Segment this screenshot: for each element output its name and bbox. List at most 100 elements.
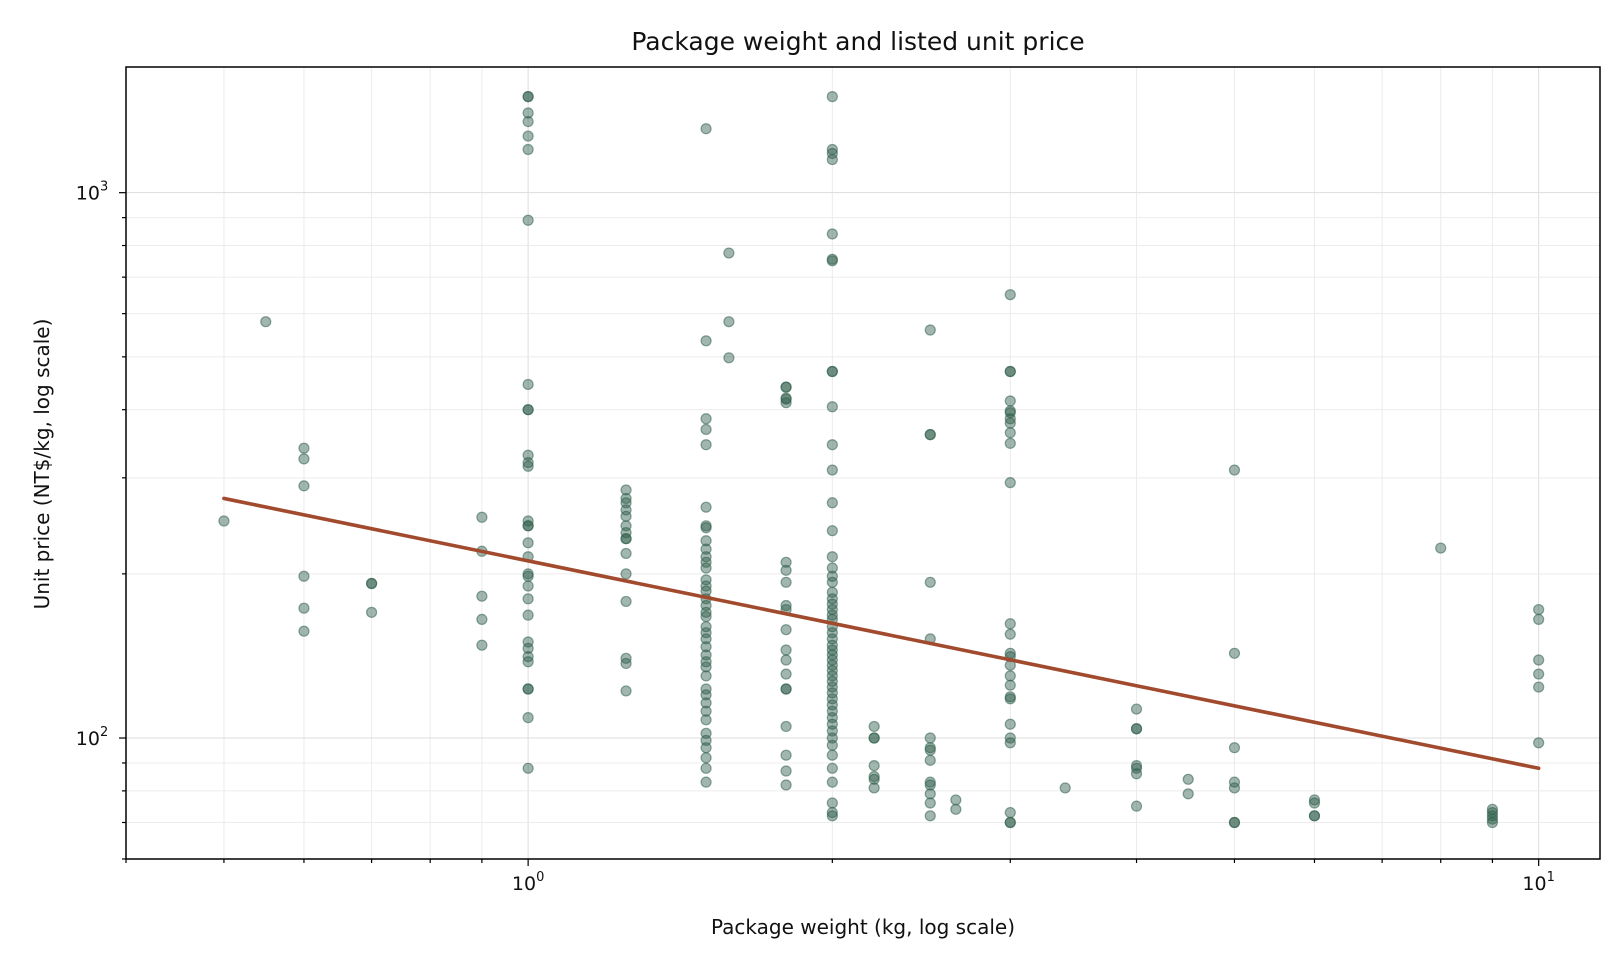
scatter-point: [700, 522, 712, 534]
trend-line-group: [222, 496, 1541, 771]
scatter-point: [924, 576, 936, 588]
scatter-point: [780, 576, 792, 588]
scatter-point: [522, 520, 534, 532]
scatter-point: [522, 130, 534, 142]
scatter-point: [522, 537, 534, 549]
scatter-point: [620, 595, 632, 608]
scatter-point: [950, 794, 962, 806]
scatter-point: [924, 744, 936, 756]
scatter-point: [826, 91, 838, 103]
scatter-point: [826, 776, 838, 788]
scatter-point: [1130, 768, 1143, 780]
x-tick-label: 100: [512, 870, 544, 895]
scatter-point: [700, 606, 712, 618]
scatter-point: [780, 644, 792, 656]
scatter-point: [700, 752, 712, 764]
scatter-point: [1004, 806, 1016, 819]
scatter-point: [522, 404, 534, 416]
scatter-point: [476, 613, 488, 626]
scatter-point: [1004, 365, 1016, 378]
scatter-point: [700, 335, 712, 347]
scatter-point: [1182, 773, 1194, 785]
scatter-point: [826, 762, 838, 774]
scatter-point: [1130, 703, 1143, 715]
scatter-point: [780, 624, 792, 636]
y-axis-label: Unit price (NT$/kg, log scale): [30, 319, 54, 610]
scatter-point: [826, 365, 838, 378]
scatter-point: [1486, 813, 1499, 825]
scatter-point: [780, 397, 792, 409]
scatter-point: [1004, 427, 1016, 439]
scatter-point: [1228, 647, 1241, 659]
scatter-point: [1228, 776, 1241, 788]
scatter-point: [1004, 395, 1016, 407]
scatter-point: [522, 143, 534, 156]
scatter-point: [924, 810, 936, 822]
scatter-point: [780, 765, 792, 777]
scatter-point: [700, 689, 712, 701]
scatter-point: [1004, 693, 1016, 705]
trend-line: [222, 496, 1541, 771]
scatter-point: [476, 590, 488, 602]
scatter-point: [700, 762, 712, 774]
scatter-point: [522, 570, 534, 582]
scatter-point: [723, 352, 735, 364]
scatter-point: [298, 625, 310, 637]
scatter-point: [522, 683, 534, 695]
scatter-point: [950, 803, 962, 815]
scatter-point: [298, 570, 310, 582]
scatter-point: [522, 378, 534, 391]
scatter-point: [1308, 794, 1321, 806]
plot-frame: [125, 66, 1601, 860]
scatter-point: [780, 668, 792, 680]
scatter-point: [1308, 797, 1321, 809]
scatter-point: [780, 564, 792, 576]
scatter-point: [826, 806, 838, 819]
scatter-point: [298, 480, 310, 492]
scatter-point: [826, 147, 838, 160]
scatter-point: [700, 610, 712, 623]
scatter-point: [780, 683, 792, 695]
scatter-point: [924, 732, 936, 744]
scatter-point: [780, 779, 792, 791]
scatter-point: [1533, 603, 1545, 616]
scatter-point: [826, 609, 838, 621]
scatter-point: [924, 429, 936, 441]
scatter-point: [620, 484, 632, 496]
scatter-point: [620, 527, 632, 539]
scatter-point: [522, 460, 534, 472]
scatter-point: [868, 782, 880, 794]
scatter-point: [522, 214, 534, 226]
scatter-point: [700, 714, 712, 726]
scatter-point: [826, 749, 838, 761]
scatter-point: [780, 749, 792, 761]
scatter-point: [1004, 718, 1016, 730]
scatter-point: [1004, 417, 1016, 429]
scatter-point: [826, 810, 838, 822]
scatter-point: [1130, 760, 1143, 772]
scatter-point: [700, 661, 712, 673]
scatter-point: [700, 556, 712, 568]
scatter-point: [1004, 737, 1016, 749]
scatter-point: [826, 675, 838, 688]
scatter-point: [366, 577, 378, 590]
scatter-point: [476, 511, 488, 523]
scatter-point: [522, 656, 534, 668]
scatter-point: [366, 606, 378, 618]
scatter-point: [826, 255, 838, 267]
scatter-point: [1004, 618, 1016, 630]
scatter-point: [1130, 800, 1143, 812]
scatter-point: [826, 693, 838, 705]
scatter-point: [780, 393, 792, 405]
scatter-point: [1004, 628, 1016, 640]
scatter-point: [1004, 437, 1016, 449]
scatter-point: [1228, 742, 1241, 754]
scatter-point: [522, 712, 534, 724]
scatter-point: [1486, 816, 1499, 829]
scatter-point: [780, 654, 792, 666]
x-tick-label: 101: [1522, 870, 1554, 895]
scatter-point: [723, 316, 735, 328]
scatter-point: [620, 533, 632, 545]
scatter-point: [723, 247, 735, 259]
scatter-point: [620, 568, 632, 580]
